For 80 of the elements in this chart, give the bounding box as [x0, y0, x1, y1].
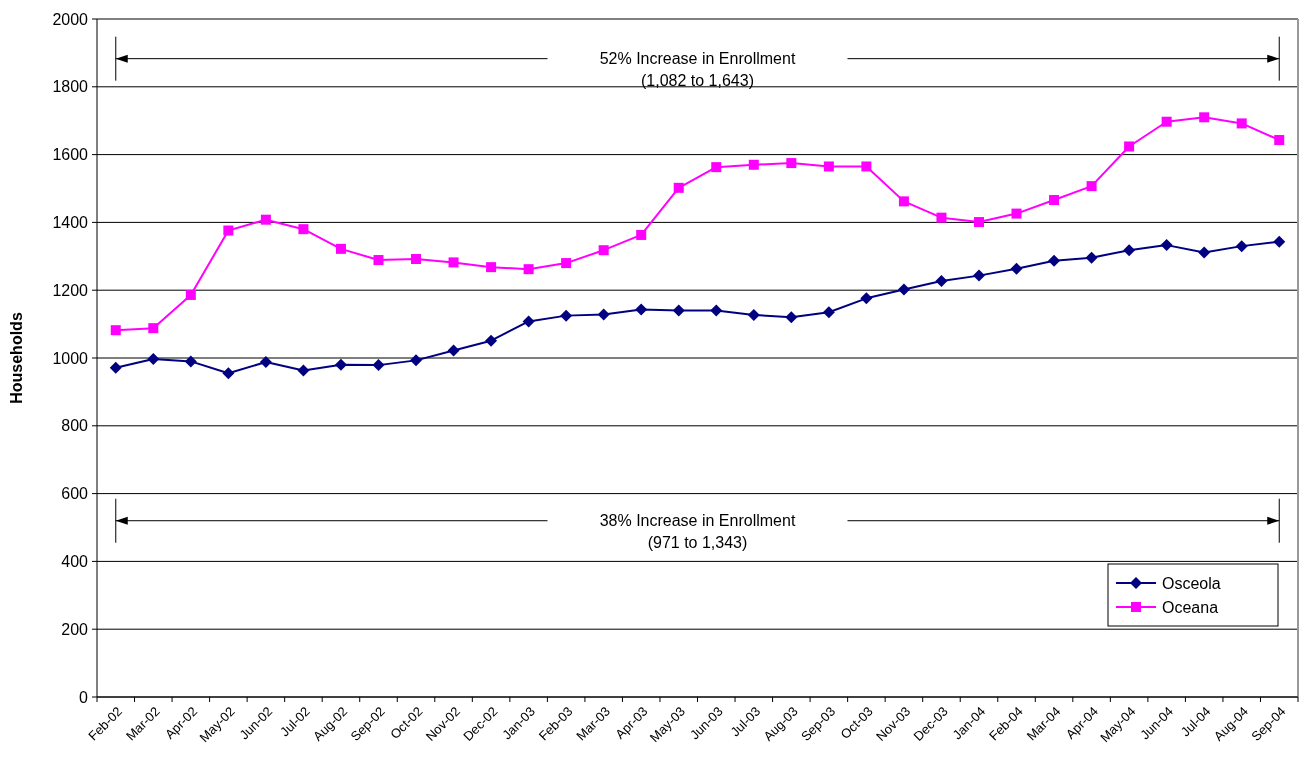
point: [672, 304, 685, 317]
point: [560, 309, 573, 322]
y-tick-label: 0: [79, 688, 89, 706]
point: [636, 229, 647, 240]
y-tick-label: 1200: [52, 281, 89, 299]
point: [673, 182, 684, 193]
point: [260, 214, 271, 225]
point: [1161, 116, 1172, 127]
point: [597, 308, 610, 321]
point: [485, 334, 498, 347]
y-axis-title: Households: [8, 312, 25, 404]
point: [822, 306, 835, 319]
point: [1273, 235, 1286, 248]
point: [935, 275, 948, 288]
point: [785, 311, 798, 324]
point: [598, 245, 609, 256]
point: [1274, 135, 1285, 146]
point: [1235, 240, 1248, 253]
y-tick-label: 1000: [52, 349, 89, 367]
point: [635, 303, 648, 316]
point: [1160, 239, 1173, 252]
y-tick-label: 1400: [52, 214, 89, 231]
point: [222, 367, 235, 380]
point: [372, 359, 385, 372]
point: [523, 264, 534, 275]
point: [259, 356, 272, 369]
point: [897, 283, 910, 296]
point: [335, 243, 346, 254]
point: [786, 158, 797, 169]
point: [411, 254, 422, 265]
point: [486, 262, 497, 273]
point: [861, 161, 872, 172]
point: [185, 289, 196, 300]
point: [148, 323, 159, 334]
y-tick-label: 1800: [52, 78, 89, 96]
legend-label: Oceana: [1162, 598, 1219, 616]
point: [298, 224, 309, 235]
point: [1086, 181, 1097, 192]
point: [1124, 141, 1135, 152]
point: [1048, 254, 1061, 267]
y-tick-label: 1600: [52, 146, 89, 164]
point: [1123, 244, 1136, 257]
point: [410, 354, 423, 367]
point: [223, 225, 234, 236]
point: [184, 355, 197, 368]
point: [1236, 118, 1247, 129]
y-tick-label: 2000: [52, 10, 89, 28]
point: [710, 304, 723, 317]
point: [110, 325, 121, 336]
point: [561, 258, 572, 269]
annotation: 38% Increase in Enrollment (971 to 1,343): [599, 511, 796, 551]
y-tick-label: 200: [61, 620, 89, 638]
point: [147, 353, 160, 366]
point: [972, 269, 985, 282]
annotation: 52% Increase in Enrollment (1,082 to 1,643): [599, 49, 796, 89]
point: [1198, 246, 1211, 259]
point: [297, 364, 310, 377]
legend-label: Osceola: [1162, 574, 1221, 592]
point: [823, 161, 834, 172]
point: [973, 217, 984, 228]
y-tick-label: 800: [61, 417, 89, 435]
point: [522, 315, 535, 328]
point: [748, 159, 759, 170]
point: [447, 344, 460, 357]
point: [109, 361, 122, 374]
point: [711, 162, 722, 173]
point: [1199, 112, 1210, 123]
point: [1010, 262, 1023, 275]
point: [334, 358, 347, 371]
point: [860, 292, 873, 305]
y-tick-label: 600: [61, 485, 89, 503]
point: [373, 255, 384, 266]
point: [1011, 208, 1022, 219]
point: [448, 257, 459, 268]
point: [898, 196, 909, 207]
point: [747, 308, 760, 321]
point: [936, 212, 947, 223]
y-tick-label: 400: [61, 553, 89, 570]
point: [1049, 195, 1060, 206]
point: [1085, 251, 1098, 264]
